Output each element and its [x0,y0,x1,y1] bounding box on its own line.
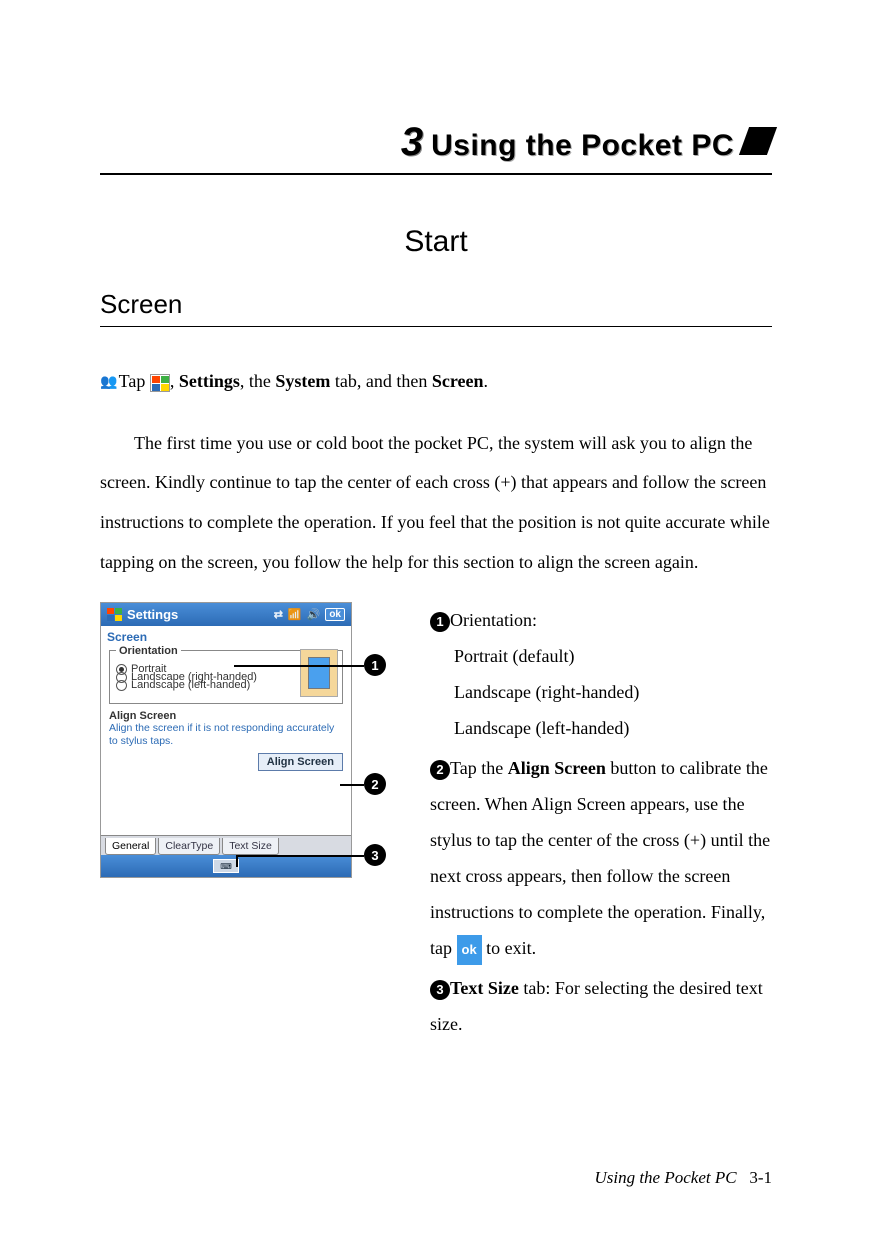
chapter-header: 3 Using the Pocket PC [100,120,772,175]
titlebar-right: ⇄ 📶 🔊 ok [274,608,345,621]
tab-cleartype[interactable]: ClearType [158,838,220,855]
instr-mid1: , [170,371,179,391]
section-title: Start [100,225,772,259]
instr-mid2: tab, and then [330,371,431,391]
item-1: 1Orientation: Portrait (default) Landsca… [430,602,772,746]
item1-title: Orientation: [450,610,537,630]
item1-c: Landscape (left-handed) [430,710,772,746]
callout-3: 3 [364,844,386,866]
windows-flag-icon [107,608,123,622]
callout-line-3 [236,855,364,857]
item-3: 3Text Size tab: For selecting the desire… [430,970,772,1042]
item2-post: button to calibrate the screen. When Ali… [430,758,770,958]
orientation-legend: Orientation [116,645,181,657]
instr-screen: Screen [432,371,484,391]
callout-line-3v [236,855,238,867]
speaker-icon: 🔊 [307,608,321,621]
item2-pre: Tap the [450,758,508,778]
align-screen-button[interactable]: Align Screen [258,753,343,771]
ok-header-button[interactable]: ok [325,608,345,621]
tab-textsize[interactable]: Text Size [222,838,279,855]
pocketpc-titlebar: Settings ⇄ 📶 🔊 ok [101,603,351,626]
callout-line-1 [234,665,364,667]
page-footer: Using the Pocket PC 3-1 [594,1168,772,1188]
device-preview-icon [300,649,338,697]
item-2: 2Tap the Align Screen button to calibrat… [430,750,772,966]
ok-button-inline: ok [457,935,482,965]
tab-general[interactable]: General [105,838,156,855]
item2-bold: Align Screen [508,758,606,778]
orientation-fieldset: Orientation Portrait Landscape (right-ha… [109,650,343,704]
subsection-title: Screen [100,289,772,327]
people-icon: 👥 [100,372,114,394]
item1-b: Landscape (right-handed) [430,674,772,710]
callout-1: 1 [364,654,386,676]
circle-3-icon: 3 [430,980,450,1000]
chapter-number: 3 [401,120,423,165]
instr-settings: Settings [179,371,240,391]
instr-system: System [275,371,330,391]
item3-bold: Text Size [450,978,519,998]
connectivity-icon: ⇄ [274,608,283,621]
pocketpc-bottombar: ⌨ [101,855,351,877]
pocketpc-screenshot: Settings ⇄ 📶 🔊 ok Screen Orientation Por… [100,602,352,878]
windows-start-icon [150,374,170,392]
radio-landscape-left[interactable]: Landscape (left-handed) [116,679,300,691]
item1-a: Portrait (default) [430,638,772,674]
callout-2: 2 [364,773,386,795]
body-paragraph: The first time you use or cold boot the … [100,424,772,582]
titlebar-title: Settings [127,607,178,622]
instruction-line: 👥 Tap , Settings, the System tab, and th… [100,367,772,396]
align-screen-title: Align Screen [109,710,343,722]
slash-icon [739,127,777,155]
screenshot-column: Settings ⇄ 📶 🔊 ok Screen Orientation Por… [100,602,400,1046]
item2-end: to exit. [486,938,536,958]
titlebar-left: Settings [107,607,178,622]
callout-line-2 [340,784,364,786]
footer-page: 3-1 [749,1168,772,1187]
chapter-title: Using the Pocket PC [431,129,734,163]
radio-icon [116,680,127,691]
align-screen-desc: Align the screen if it is not responding… [109,722,343,747]
signal-icon: 📶 [288,608,302,621]
instr-suffix: . [484,371,489,391]
circle-2-icon: 2 [430,760,450,780]
text-column: 1Orientation: Portrait (default) Landsca… [430,602,772,1046]
circle-1-icon: 1 [430,612,450,632]
pocketpc-body: Orientation Portrait Landscape (right-ha… [101,648,351,777]
footer-title: Using the Pocket PC [594,1168,736,1187]
content-row: Settings ⇄ 📶 🔊 ok Screen Orientation Por… [100,602,772,1046]
instr-prefix: Tap [119,371,150,391]
pocketpc-tabs: General ClearType Text Size [101,835,351,855]
